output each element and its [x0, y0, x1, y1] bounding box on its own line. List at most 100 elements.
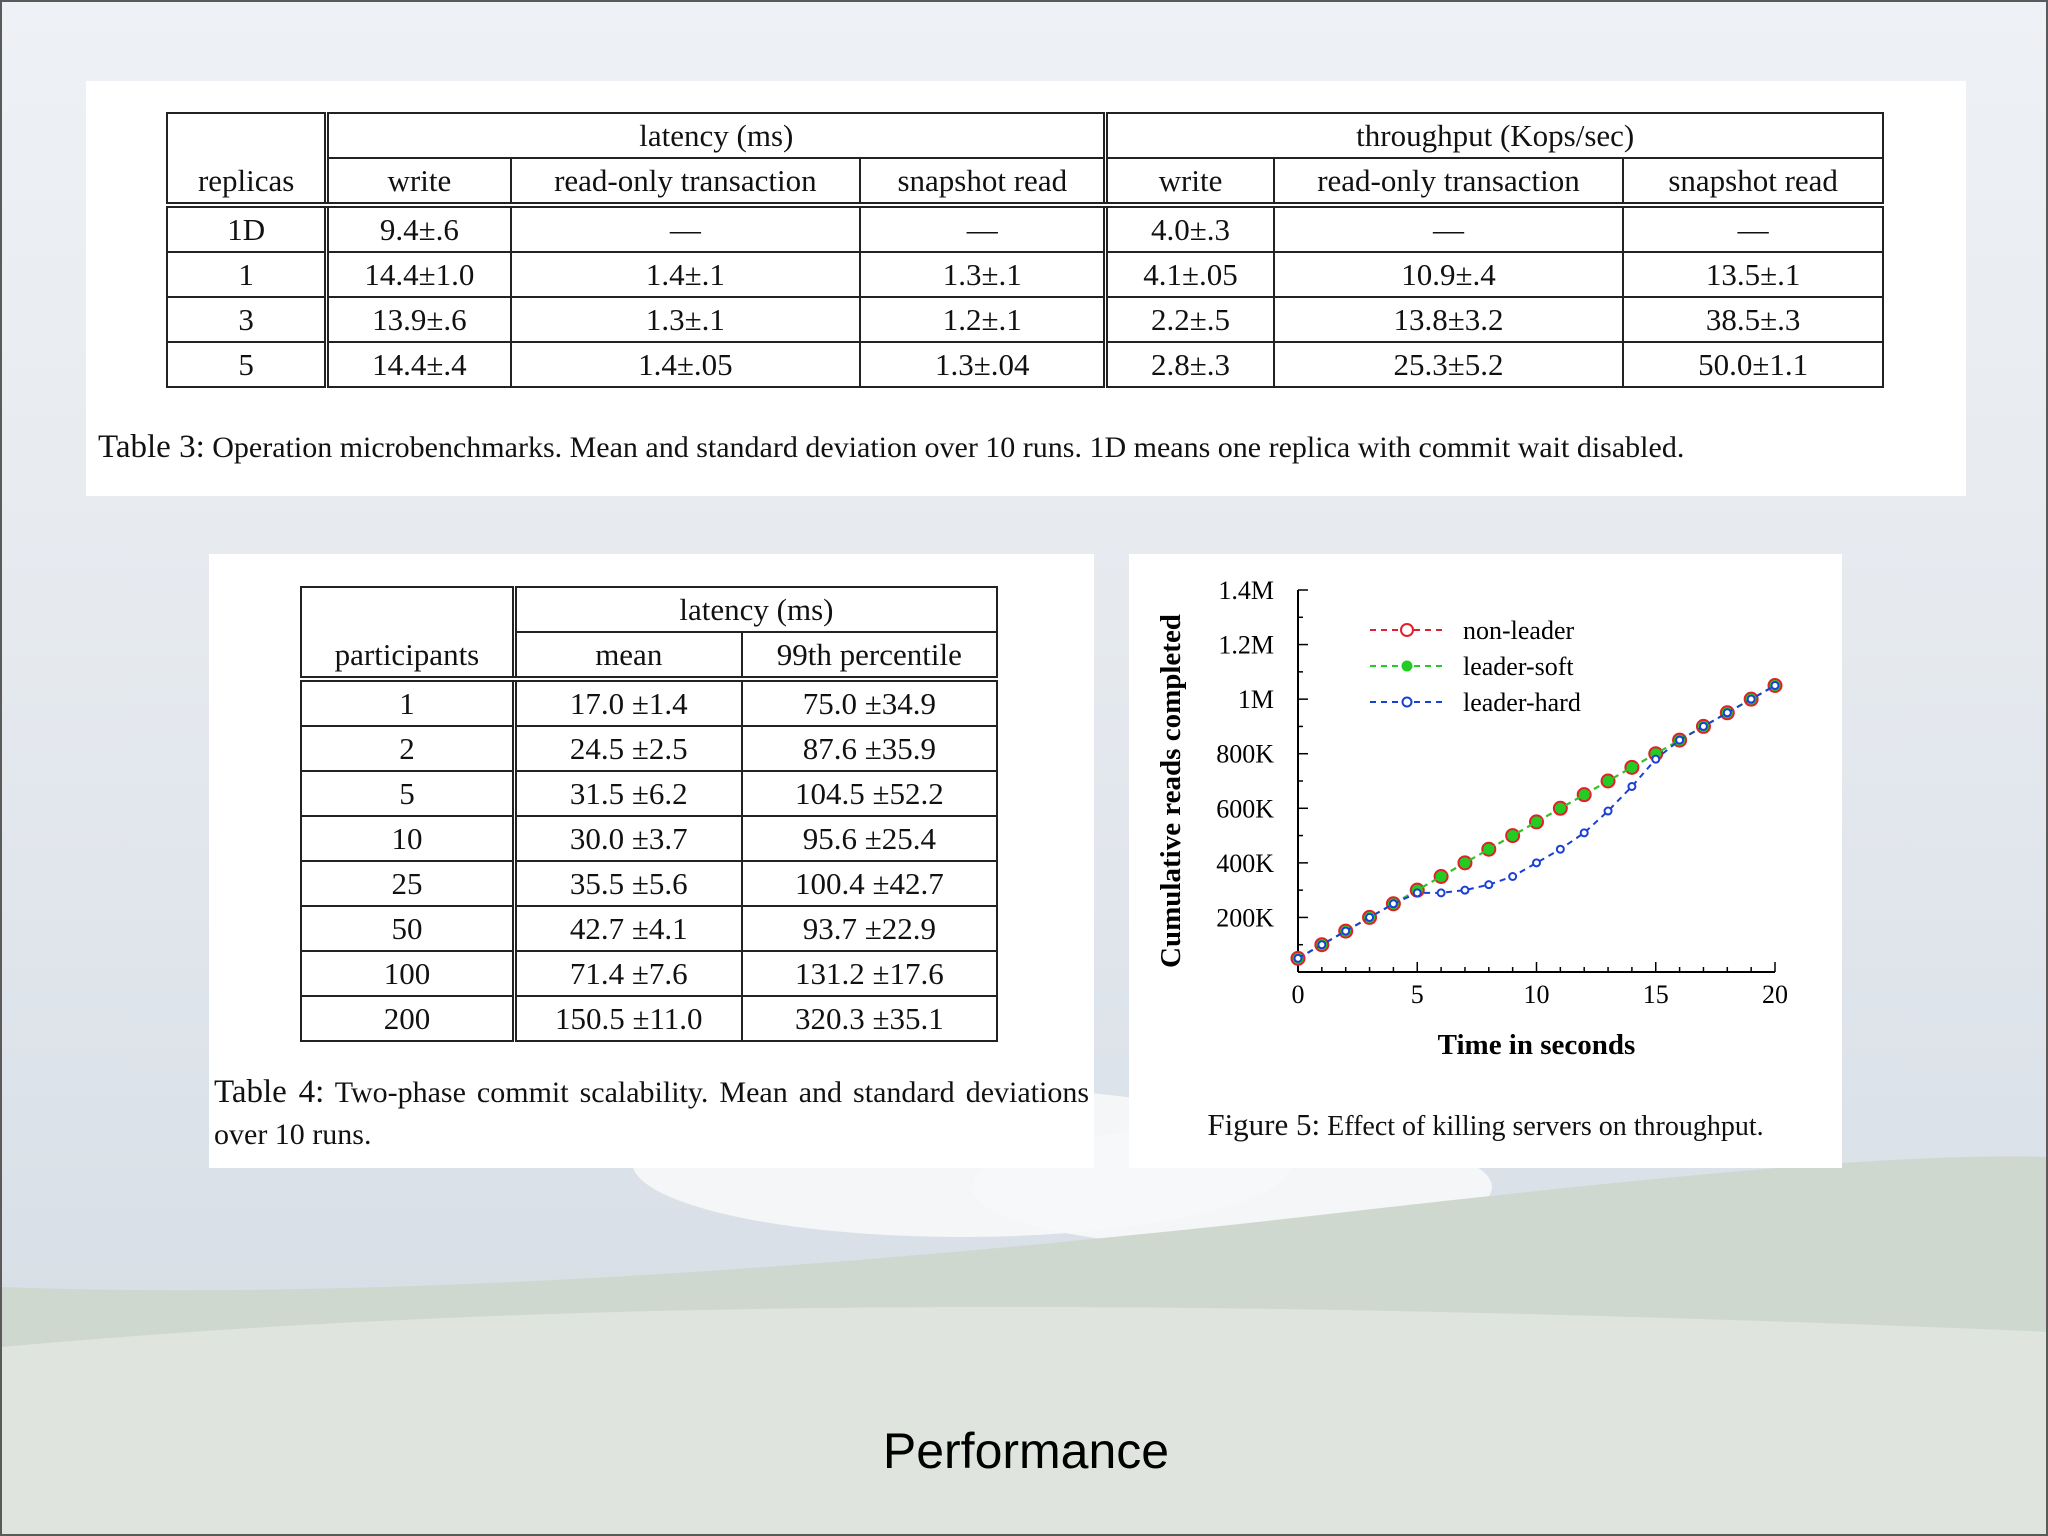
data-point-leader-hard: [1508, 872, 1518, 881]
y-tick-label: 1.4M: [1218, 576, 1274, 605]
table4-caption: Table 4: Two-phase commit scalability. M…: [214, 1071, 1089, 1156]
data-point-leader-soft: [1578, 789, 1590, 801]
figure5-chart: 0 5 10 15 20 200K 400K 600K 800K 1M 1.2M 1.4M Time i…: [1155, 576, 1788, 1061]
data-point-leader-hard: [1627, 781, 1637, 791]
table-row: 100 71.4 ±7.6 131.2 ±17.6: [299, 950, 999, 997]
table-cell: 200: [299, 995, 517, 1042]
y-tick-label: 200K: [1216, 903, 1274, 932]
data-point-leader-soft: [1626, 761, 1638, 773]
table4-col-header: 99th percentile: [740, 631, 999, 680]
data-point-leader-soft: [1531, 816, 1542, 828]
table-cell: 87.6 ±35.9: [740, 725, 999, 772]
table-cell: 3: [166, 296, 330, 343]
table-cell: 4.0±.3: [1104, 204, 1275, 253]
legend-label: non-leader: [1463, 616, 1575, 645]
figure5-caption-label: Figure 5:: [1207, 1107, 1321, 1142]
table-cell: 1.4±.1: [509, 251, 862, 298]
table-row: 1 17.0 ±1.4 75.0 ±34.9: [299, 678, 999, 727]
table3-group-header-throughput: throughput (Kops/sec): [1104, 112, 1885, 159]
data-point-leader-hard: [1365, 912, 1375, 922]
table-cell: 2.2±.5: [1104, 296, 1275, 343]
table3-col-header: write: [1104, 157, 1275, 206]
figure5-caption-text: Effect of killing servers on throughput.: [1327, 1111, 1764, 1142]
table-cell: 10: [299, 815, 517, 862]
table-cell: 14.4±.4: [325, 341, 512, 388]
table-cell: 1.4±.05: [509, 341, 862, 388]
table3-row-header: replicas: [166, 112, 330, 206]
table3-caption-text: Operation microbenchmarks. Mean and stan…: [212, 431, 1685, 464]
table4-col-header: mean: [513, 631, 743, 680]
table-cell: 1: [166, 251, 330, 298]
table-cell: 100.4 ±42.7: [740, 860, 999, 907]
data-point-leader-hard: [1436, 888, 1446, 898]
table-cell: 1.2±.1: [859, 296, 1109, 343]
table3-caption-label: Table 3:: [98, 429, 205, 465]
data-point-leader-hard: [1651, 754, 1661, 764]
table4-panel: participants latency (ms) mean 99th perc…: [209, 554, 1094, 1168]
table3-col-header: snapshot read: [1622, 157, 1884, 206]
table-cell: 9.4±.6: [325, 204, 512, 253]
table-cell: 104.5 ±52.2: [740, 770, 999, 817]
data-point-leader-hard: [1317, 940, 1327, 950]
table-row: 200 150.5 ±11.0 320.3 ±35.1: [299, 995, 999, 1042]
x-tick-label: 0: [1292, 980, 1305, 1009]
table-cell: 13.9±.6: [325, 296, 512, 343]
table-cell: 24.5 ±2.5: [513, 725, 743, 772]
x-tick-label: 5: [1411, 980, 1424, 1009]
y-tick-label: 600K: [1216, 794, 1274, 823]
table-cell: —: [1622, 204, 1884, 253]
y-tick-label: 800K: [1216, 740, 1274, 769]
table-cell: 2.8±.3: [1104, 341, 1275, 388]
table4-row-header: participants: [299, 586, 517, 680]
table-cell: 320.3 ±35.1: [740, 995, 999, 1042]
data-point-leader-soft: [1459, 857, 1471, 869]
series-line-leader-hard: [1297, 684, 1776, 960]
x-tick-label: 15: [1643, 980, 1669, 1009]
table-cell: 35.5 ±5.6: [513, 860, 743, 907]
y-tick-label: 1.2M: [1218, 631, 1274, 660]
y-tick-label: 400K: [1216, 849, 1274, 878]
data-point-leader-hard: [1579, 828, 1589, 838]
table-row: 3 13.9±.6 1.3±.1 1.2±.1 2.2±.5 13.8±3.2 38.5±.…: [166, 296, 1884, 343]
data-point-leader-hard: [1532, 858, 1541, 868]
x-tick-label: 10: [1524, 980, 1550, 1009]
table-cell: 93.7 ±22.9: [740, 905, 999, 952]
data-point-leader-hard: [1746, 694, 1756, 704]
figure5-panel: 0 5 10 15 20 200K 400K 600K 800K 1M 1.2M 1.4M Time i…: [1129, 554, 1842, 1168]
data-point-leader-soft: [1507, 830, 1519, 842]
figure5-caption: Figure 5: Effect of killing servers on t…: [1129, 1104, 1842, 1148]
data-point-leader-hard: [1770, 681, 1780, 690]
table-cell: 1.3±.04: [859, 341, 1109, 388]
table-cell: —: [859, 204, 1109, 253]
legend-label: leader-hard: [1463, 688, 1581, 717]
table3: replicas latency (ms) throughput (Kops/s…: [166, 112, 1885, 388]
table-cell: 50: [299, 905, 517, 952]
table-cell: 1D: [166, 204, 330, 253]
table4-caption-text: Two-phase commit scalability. Mean and s…: [214, 1076, 1089, 1151]
data-point-leader-soft: [1435, 871, 1447, 882]
table3-col-header: read-only transaction: [1272, 157, 1625, 206]
table-cell: 1.3±.1: [859, 251, 1109, 298]
data-point-leader-hard: [1484, 880, 1494, 890]
data-point-leader-hard: [1555, 844, 1565, 854]
table4-group-header: latency (ms): [513, 586, 998, 633]
data-point-leader-hard: [1460, 885, 1470, 895]
legend-marker: [1401, 660, 1413, 672]
table-cell: 25: [299, 860, 517, 907]
table-cell: 131.2 ±17.6: [740, 950, 999, 997]
table-cell: 31.5 ±6.2: [513, 770, 743, 817]
data-point-leader-hard: [1675, 735, 1685, 745]
table-cell: 75.0 ±34.9: [740, 678, 999, 727]
table-cell: 14.4±1.0: [325, 251, 512, 298]
data-point-leader-hard: [1293, 953, 1303, 963]
table-cell: 2: [299, 725, 517, 772]
table-cell: —: [1272, 204, 1625, 253]
table-row: 10 30.0 ±3.7 95.6 ±25.4: [299, 815, 999, 862]
table-cell: 10.9±.4: [1272, 251, 1625, 298]
legend-marker: [1400, 623, 1414, 637]
legend-label: leader-soft: [1463, 652, 1574, 681]
legend-marker: [1401, 696, 1413, 708]
table3-col-header: read-only transaction: [509, 157, 862, 206]
table-cell: 1.3±.1: [509, 296, 862, 343]
